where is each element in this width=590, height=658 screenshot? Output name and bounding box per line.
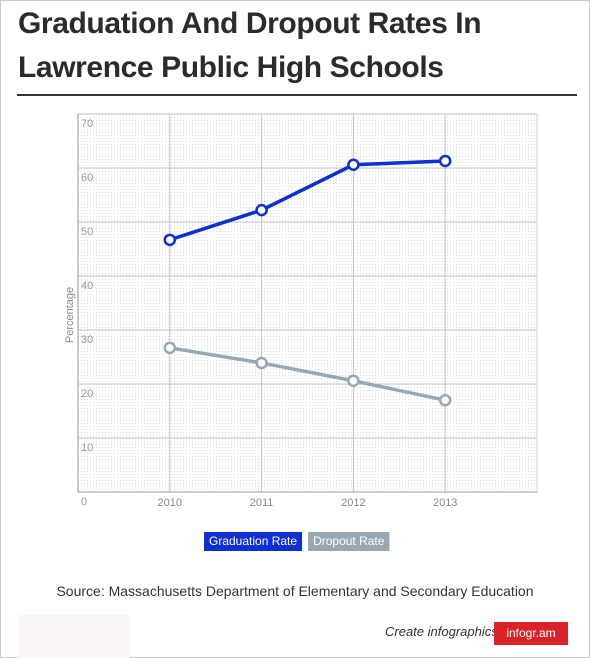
title-rule xyxy=(17,94,577,96)
y-tick-label: 70 xyxy=(81,118,93,130)
series-line xyxy=(169,346,446,402)
data-point xyxy=(163,233,177,247)
x-tick-label: 2013 xyxy=(433,497,457,509)
series-line xyxy=(169,159,446,242)
x-tick-label: 2010 xyxy=(158,497,182,509)
data-point xyxy=(255,203,268,217)
data-point xyxy=(438,393,452,407)
y-tick-label: 0 xyxy=(81,496,87,508)
y-tick-label: 10 xyxy=(81,442,93,454)
y-tick-label: 40 xyxy=(81,280,93,292)
promo-box xyxy=(18,615,130,658)
legend-swatch[interactable] xyxy=(204,532,303,551)
legend-swatch[interactable] xyxy=(308,532,390,551)
data-point xyxy=(438,154,452,168)
legend-label[interactable]: Graduation Rate xyxy=(209,534,297,548)
data-point xyxy=(347,158,360,172)
y-tick-label: 30 xyxy=(81,334,93,346)
y-axis-label: Percentage xyxy=(64,287,76,343)
x-tick-label: 2011 xyxy=(250,497,274,509)
y-tick-label: 50 xyxy=(81,226,93,238)
chart: Percentage 0 10 20 30 40 50 60 70 2010 2011 2012 20… xyxy=(64,113,538,551)
y-tick-label: 60 xyxy=(81,172,93,184)
chart-title: Graduation And Dropout Rates In Lawrence… xyxy=(18,7,482,84)
data-point xyxy=(347,374,360,388)
source-note: Source: Massachusetts Department of Elem… xyxy=(56,583,534,599)
plot-area xyxy=(77,113,538,493)
data-point xyxy=(163,341,177,355)
footer-brand[interactable]: infogr.am xyxy=(494,622,568,645)
y-tick-label: 20 xyxy=(81,388,93,400)
footer-link[interactable]: Create infographics xyxy=(385,624,498,639)
data-point xyxy=(255,356,268,370)
x-tick-label: 2012 xyxy=(341,497,365,509)
legend-label[interactable]: Dropout Rate xyxy=(313,534,385,548)
